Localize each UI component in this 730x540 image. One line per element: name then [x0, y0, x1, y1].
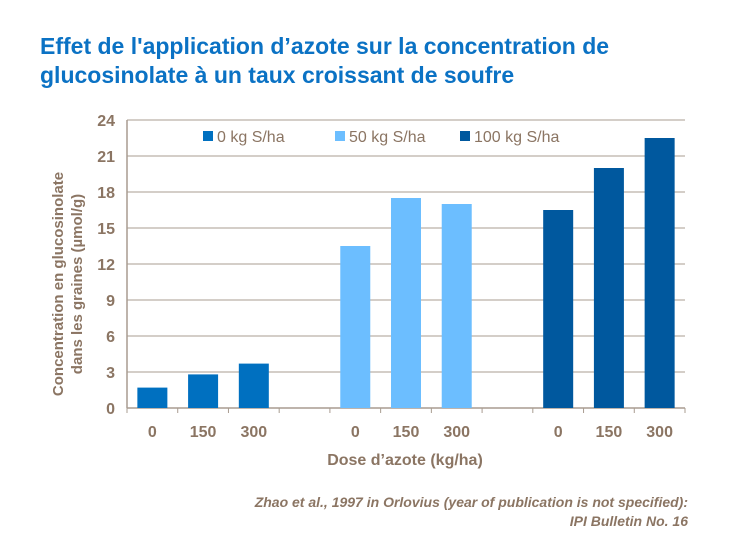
y-tick-label: 18 — [97, 185, 115, 202]
chart-title: Effet de l'application d’azote sur la co… — [40, 33, 610, 88]
x-tick-label: 300 — [646, 424, 673, 441]
source-line-2: IPI Bulletin No. 16 — [569, 513, 688, 529]
bar — [543, 210, 574, 408]
bar — [340, 246, 371, 408]
bar — [137, 387, 168, 408]
legend-swatch — [203, 131, 213, 141]
bar — [441, 204, 472, 408]
bar — [593, 168, 624, 408]
y-tick-label: 6 — [106, 329, 115, 346]
legend-label: 50 kg S/ha — [349, 129, 426, 146]
x-tick-label: 300 — [240, 424, 267, 441]
bar — [391, 198, 421, 408]
x-tick-label: 0 — [148, 424, 157, 441]
y-tick-label: 21 — [97, 149, 115, 166]
x-tick-label: 0 — [351, 424, 360, 441]
legend-swatch — [460, 131, 470, 141]
x-axis-label: Dose d’azote (kg/ha) — [327, 452, 483, 469]
y-tick-label: 12 — [97, 257, 115, 274]
y-tick-label: 3 — [106, 365, 115, 382]
legend-label: 100 kg S/ha — [474, 129, 560, 146]
legend-swatch — [335, 131, 345, 141]
x-tick-label: 150 — [190, 424, 217, 441]
y-tick-label: 24 — [97, 113, 115, 130]
x-tick-label: 150 — [393, 424, 420, 441]
x-tick-label: 300 — [443, 424, 470, 441]
bar — [644, 138, 675, 408]
y-tick-label: 0 — [106, 401, 115, 418]
bar — [238, 363, 269, 408]
source-citation: Zhao et al., 1997 in Orlovius (year of p… — [255, 493, 688, 531]
x-tick-label: 150 — [596, 424, 623, 441]
bar — [188, 374, 219, 408]
y-tick-label: 15 — [97, 221, 115, 238]
legend-label: 0 kg S/ha — [217, 129, 285, 146]
source-line-1: Zhao et al., 1997 in Orlovius (year of p… — [254, 494, 688, 510]
y-tick-label: 9 — [106, 293, 115, 310]
x-tick-label: 0 — [554, 424, 563, 441]
